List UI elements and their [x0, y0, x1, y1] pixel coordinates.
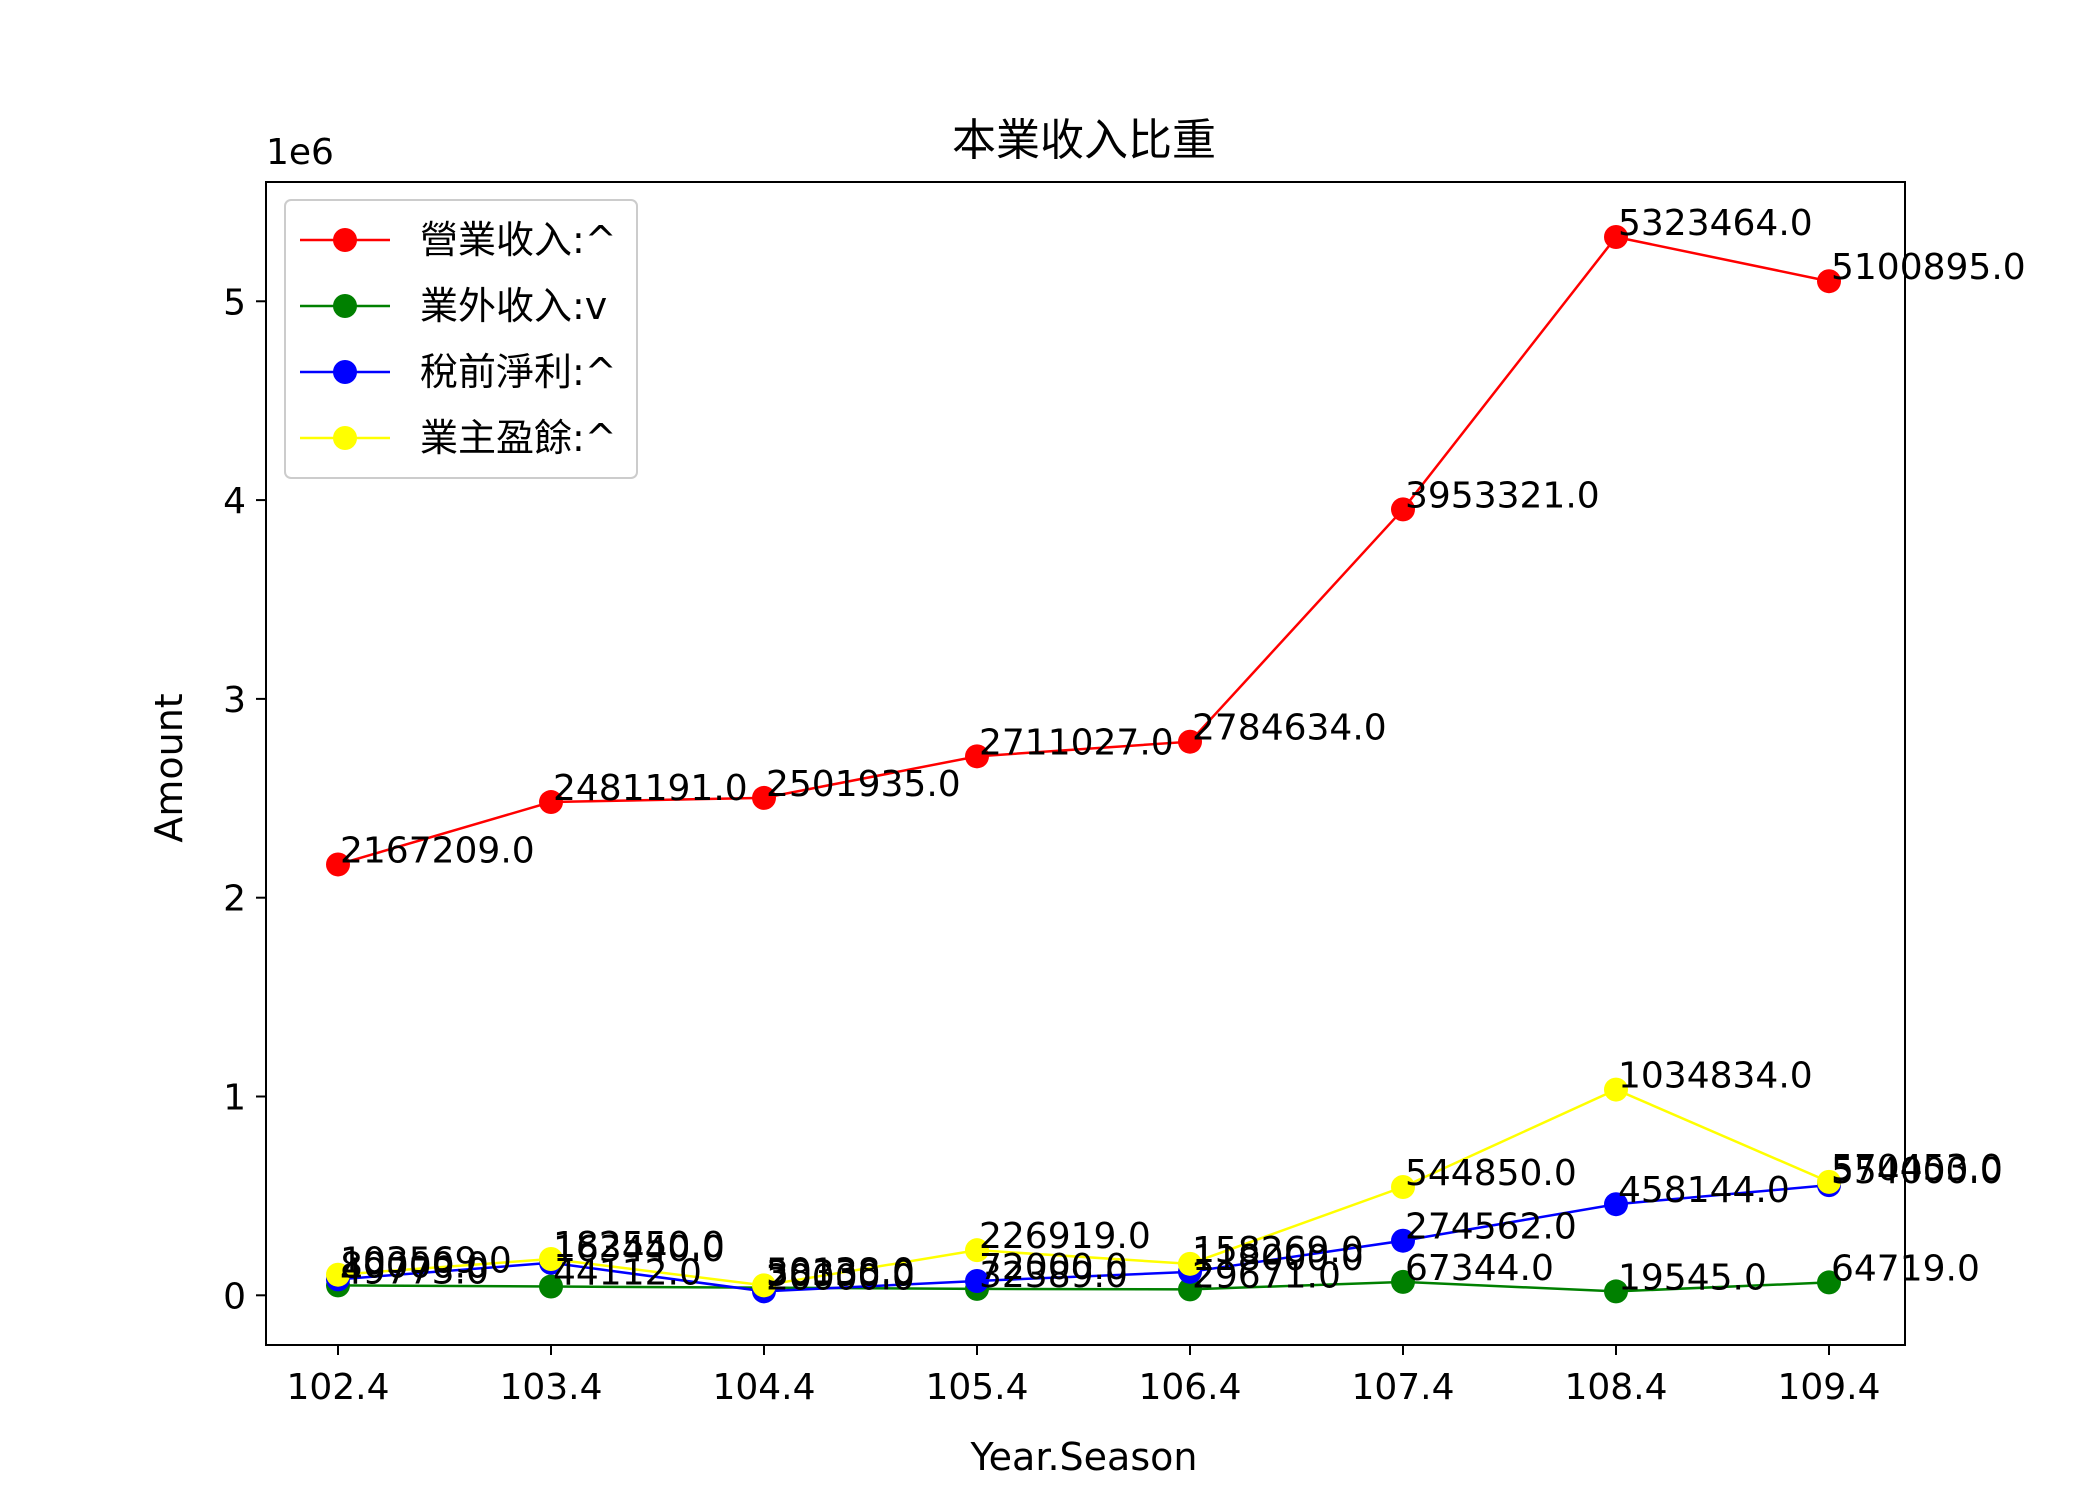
data-point — [752, 1273, 776, 1298]
y-axis-label: Amount — [147, 693, 191, 842]
series-line — [337, 1183, 1830, 1293]
data-label: 32389.0 — [979, 1255, 1128, 1296]
data-label: 5323464.0 — [1618, 203, 1813, 244]
data-labels: 2167209.0 2481191.0 2501935.0 2711027.0 2784… — [340, 203, 2026, 1298]
x-tick-label: 107.4 — [1351, 1367, 1454, 1408]
data-point — [1817, 1169, 1841, 1194]
legend-marker — [333, 228, 357, 252]
data-label: 182550.0 — [553, 1225, 725, 1266]
y-tick-label: 1 — [223, 1077, 246, 1118]
data-label: 2167209.0 — [340, 830, 535, 871]
series-line — [337, 235, 1830, 866]
legend-label: 業外收入:v — [420, 284, 607, 328]
series-line — [337, 1088, 1830, 1287]
data-point — [1604, 1192, 1628, 1217]
data-label: 2501935.0 — [766, 764, 961, 805]
legend: 營業收入:^ 業外收入:v 稅前淨利:^ 業主盈餘:^ — [284, 199, 638, 479]
data-label: 80000.0 — [340, 1245, 489, 1286]
data-label: 2481191.0 — [553, 768, 748, 809]
data-point — [1391, 1228, 1415, 1253]
data-point — [752, 785, 776, 810]
legend-marker — [333, 294, 357, 318]
x-tick-label: 103.4 — [499, 1367, 602, 1408]
legend-label: 業主盈餘:^ — [420, 416, 617, 460]
y-tick-label: 0 — [223, 1276, 246, 1317]
chart-title: 本業收入比重 — [952, 115, 1216, 166]
legend-box — [284, 199, 638, 479]
y-scale-label: 1e6 — [266, 132, 334, 173]
data-label: 544850.0 — [1405, 1153, 1577, 1194]
data-label: 226919.0 — [979, 1216, 1151, 1257]
data-label: 3953321.0 — [1405, 475, 1600, 516]
legend-label: 稅前淨利:^ — [420, 350, 617, 394]
x-tick-label: 108.4 — [1564, 1367, 1667, 1408]
data-point — [1178, 1251, 1202, 1276]
data-point — [1391, 1174, 1415, 1199]
data-label: 19545.0 — [1618, 1257, 1767, 1298]
data-label: 72000.0 — [979, 1247, 1128, 1288]
data-point — [965, 1268, 989, 1293]
data-label: 49773.0 — [340, 1251, 489, 1292]
data-point — [1391, 1269, 1415, 1294]
legend-marker — [333, 426, 357, 450]
y-tick-label: 3 — [223, 680, 246, 721]
y-ticks: 0 1 2 3 4 5 — [223, 282, 266, 1317]
x-ticks: 102.4 103.4 104.4 105.4 106.4 107.4 108.4 109.4 — [286, 1345, 1881, 1408]
y-tick-label: 5 — [223, 282, 246, 323]
x-axis-label: Year.Season — [970, 1435, 1198, 1479]
data-point — [539, 1247, 563, 1272]
data-label: 458144.0 — [1618, 1170, 1790, 1211]
x-tick-label: 109.4 — [1777, 1367, 1880, 1408]
data-point — [326, 852, 350, 877]
data-label: 20000.0 — [766, 1257, 915, 1298]
series-line — [337, 1280, 1830, 1293]
data-label: 274562.0 — [1405, 1207, 1577, 1248]
data-point — [1391, 497, 1415, 522]
data-label: 5100895.0 — [1831, 247, 2026, 288]
y-tick-label: 4 — [223, 481, 246, 522]
legend-marker — [333, 360, 357, 384]
data-label: 29671.0 — [1192, 1255, 1341, 1296]
x-tick-label: 104.4 — [712, 1367, 815, 1408]
data-label: 163440.0 — [553, 1229, 725, 1270]
data-label: 2711027.0 — [979, 722, 1174, 763]
data-label: 118000.0 — [1192, 1238, 1364, 1279]
data-label: 44112.0 — [553, 1253, 702, 1294]
data-label: 570453.0 — [1831, 1148, 2003, 1189]
data-point — [539, 790, 563, 815]
data-label: 1034834.0 — [1618, 1056, 1813, 1097]
data-point — [539, 1274, 563, 1299]
data-point — [326, 1262, 350, 1287]
data-label: 38330.0 — [766, 1254, 915, 1295]
plot-area-frame — [265, 181, 1906, 1346]
data-point — [1178, 1277, 1202, 1302]
data-label: 158269.0 — [1192, 1230, 1364, 1271]
data-point — [965, 1238, 989, 1263]
data-point — [1817, 1270, 1841, 1295]
data-point — [1604, 1077, 1628, 1102]
data-point — [1817, 269, 1841, 294]
data-label: 50138.0 — [766, 1251, 915, 1292]
x-tick-label: 102.4 — [286, 1367, 389, 1408]
data-point — [1178, 729, 1202, 754]
data-point — [1604, 1279, 1628, 1304]
data-label: 103569.0 — [340, 1241, 512, 1282]
y-tick-label: 2 — [223, 879, 246, 920]
x-tick-label: 105.4 — [925, 1367, 1028, 1408]
series-layer — [326, 224, 1841, 1304]
data-point — [965, 744, 989, 769]
data-label: 554000.0 — [1831, 1151, 2003, 1192]
legend-label: 營業收入:^ — [420, 218, 617, 262]
x-tick-label: 106.4 — [1138, 1367, 1241, 1408]
data-label: 2784634.0 — [1192, 708, 1387, 749]
data-label: 67344.0 — [1405, 1248, 1554, 1289]
data-point — [1604, 224, 1628, 249]
